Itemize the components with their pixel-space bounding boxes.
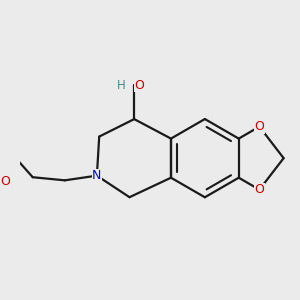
Text: O: O xyxy=(254,183,264,196)
Text: O: O xyxy=(135,79,145,92)
Text: O: O xyxy=(254,120,264,133)
Text: N: N xyxy=(92,169,102,182)
Text: O: O xyxy=(0,175,10,188)
Text: H: H xyxy=(117,79,125,92)
